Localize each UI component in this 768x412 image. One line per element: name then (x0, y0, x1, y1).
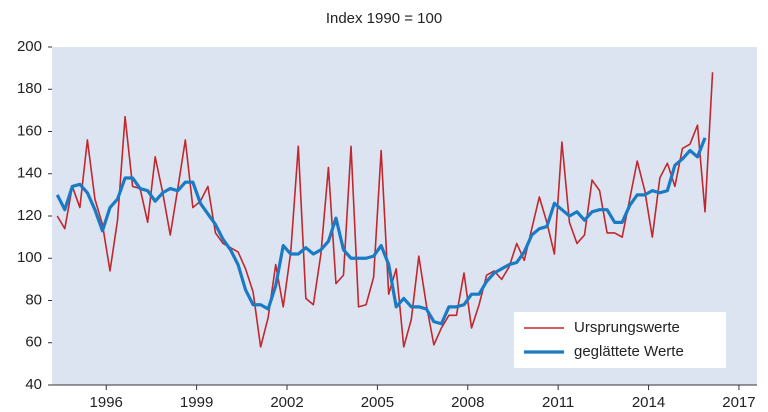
y-tick-label: 160 (17, 122, 42, 139)
series-line (56, 72, 714, 348)
y-tick-label: 200 (17, 38, 42, 55)
x-tick-label: 2008 (451, 394, 484, 411)
y-tick-label: 180 (17, 80, 42, 97)
x-tick-label: 2002 (270, 394, 303, 411)
x-tick-label: 2005 (361, 394, 394, 411)
legend-label: geglättete Werte (574, 343, 684, 360)
legend-label: Ursprungswerte (574, 319, 680, 336)
y-tick-label: 60 (25, 334, 42, 351)
y-tick-label: 140 (17, 165, 42, 182)
x-tick-label: 1999 (180, 394, 213, 411)
x-tick-label: 2014 (632, 394, 665, 411)
series-line (55, 137, 707, 326)
y-tick-label: 80 (25, 291, 42, 308)
legend-box (514, 312, 726, 368)
x-tick-label: 2017 (722, 394, 755, 411)
y-tick-label: 40 (25, 376, 42, 393)
y-tick-label: 100 (17, 249, 42, 266)
chart-title: Index 1990 = 100 (326, 10, 442, 27)
x-tick-label: 2011 (542, 394, 574, 411)
x-tick-label: 1996 (90, 394, 123, 411)
y-tick-label: 120 (17, 207, 42, 224)
